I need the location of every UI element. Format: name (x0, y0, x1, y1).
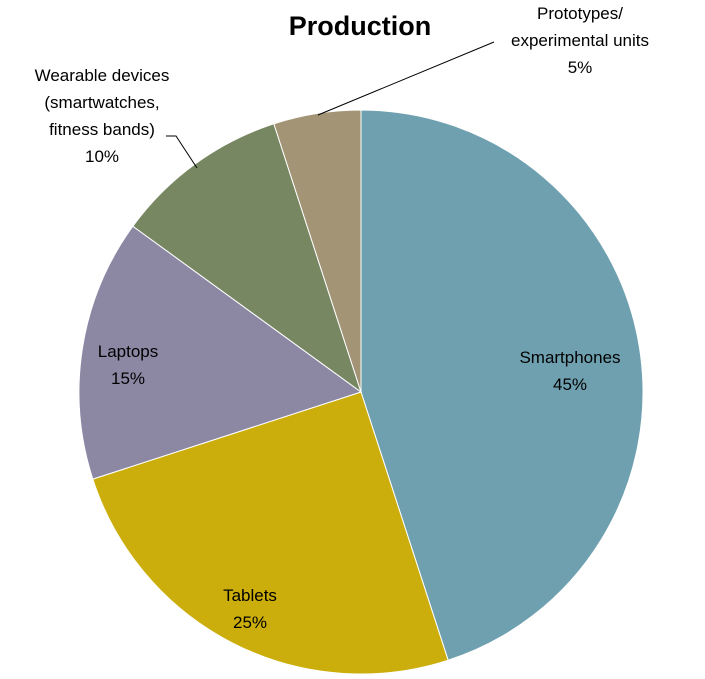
slice-percent-label: 45% (553, 375, 587, 394)
slice-category-label: fitness bands) (49, 120, 155, 139)
leader-lines (166, 41, 495, 169)
slice-labels: Smartphones 45% Tablets 25% Laptops 15% Wearab… (35, 4, 649, 632)
pie-slice-2 (92, 391, 449, 675)
slice-percent-label: 25% (233, 613, 267, 632)
pie-slice-5 (273, 109, 362, 393)
slice-category-label: Wearable devices (35, 66, 170, 85)
slice-category-label: Prototypes/ (537, 4, 623, 23)
leader-line-5 (317, 41, 495, 116)
slice-percent-label: 5% (568, 58, 593, 77)
slice-category-label: Laptops (98, 342, 159, 361)
slice-category-label: Tablets (223, 586, 277, 605)
slice-category-label: Smartphones (519, 348, 620, 367)
slice-category-label: (smartwatches, (44, 93, 159, 112)
slice-label-2: Tablets 25% (223, 586, 277, 632)
slice-category-label: experimental units (511, 31, 649, 50)
pie-slices (78, 109, 644, 675)
slice-label-3: Laptops 15% (98, 342, 159, 388)
pie-slice-3 (78, 225, 363, 480)
slice-label-4: Wearable devices (smartwatches, fitness ba… (35, 66, 170, 166)
pie-slice-4 (132, 123, 362, 394)
slice-label-5: Prototypes/experimental units 5% (511, 4, 649, 77)
pie-slice-1 (360, 109, 644, 661)
slice-label-1: Smartphones 45% (519, 348, 620, 394)
leader-line-4 (166, 135, 198, 169)
slice-percent-label: 10% (85, 147, 119, 166)
chart-title: Production (289, 11, 432, 41)
slice-percent-label: 15% (111, 369, 145, 388)
